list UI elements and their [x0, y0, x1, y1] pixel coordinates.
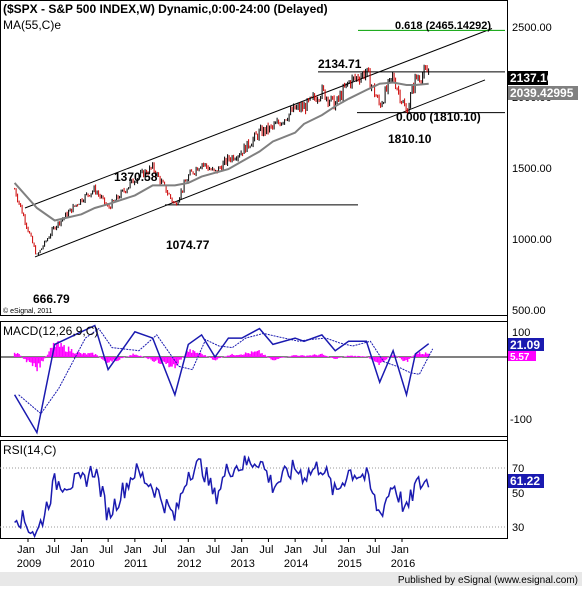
year-label: 2015: [337, 558, 361, 570]
annotation-low-2009: 666.79: [33, 292, 70, 306]
macd-tick: 100: [512, 327, 530, 339]
annotation-high: 2134.71: [318, 57, 362, 71]
price-tick: 1500.00: [512, 163, 552, 175]
macd-hist-value: 5.57: [510, 352, 530, 363]
month-label: Jul: [153, 544, 167, 556]
channel-upper-line: [24, 28, 493, 209]
price-y-axis: 2500.00 2000.00 1500.00 1000.00 500.00: [512, 22, 552, 317]
macd-signal-line: [18, 327, 434, 415]
month-label: Jul: [206, 544, 220, 556]
rsi-value-badge: [508, 474, 544, 488]
rsi-line: [14, 455, 430, 539]
month-label: Jul: [99, 544, 113, 556]
price-tick: 2500.00: [512, 22, 552, 34]
annotation-low-2015: 1810.10: [388, 132, 432, 146]
year-label: 2011: [124, 558, 148, 570]
month-label: Jul: [366, 544, 380, 556]
fib-000-label: 0.000 (1810.10): [396, 110, 481, 124]
macd-plot: [0, 324, 507, 435]
fib-618-label: 0.618 (2465.14292): [395, 20, 491, 32]
ma-legend-label: MA(55,C)e: [3, 18, 61, 32]
annotation-peak-2011: 1370.58: [114, 170, 158, 184]
month-label: Jan: [124, 544, 142, 556]
year-label: 2010: [70, 558, 94, 570]
macd-tick: -100: [510, 414, 532, 426]
ma-value-badge: [508, 86, 578, 100]
month-label: Jul: [313, 544, 327, 556]
rsi-panel: [0, 440, 508, 539]
month-label: Jan: [177, 544, 195, 556]
macd-panel: [0, 321, 508, 437]
rsi-label: RSI(14,C): [3, 443, 56, 457]
ma-value: 2039.42995: [510, 86, 574, 100]
year-label: 2016: [391, 558, 415, 570]
macd-label: MACD(12,26,9,C): [3, 324, 98, 338]
month-label: Jan: [338, 544, 356, 556]
macd-value-badge: [508, 338, 544, 351]
month-label: Jul: [46, 544, 60, 556]
price-tick: 500.00: [512, 305, 546, 317]
macd-line: [13, 324, 430, 435]
price-plot: [13, 28, 505, 258]
time-axis: Jan Jul Jan Jul Jan Jul Jan Jul Jan Jul Jan Jul Jan J…: [17, 538, 415, 570]
month-label: Jan: [231, 544, 249, 556]
rsi-plot: [0, 455, 507, 539]
year-label: 2014: [284, 558, 308, 570]
last-price-value: 2137.16: [510, 71, 554, 85]
channel-lower-line: [34, 79, 486, 258]
rsi-tick: 70: [512, 463, 524, 475]
price-panel: [0, 0, 508, 316]
footer-bar: [0, 572, 582, 586]
chart-title: ($SPX - S&P 500 INDEX,W) Dynamic,0:00-24…: [3, 2, 328, 16]
month-label: Jul: [259, 544, 273, 556]
month-label: Jan: [17, 544, 35, 556]
price-tick: 1000.00: [512, 234, 552, 246]
month-label: Jan: [71, 544, 89, 556]
year-label: 2009: [17, 558, 41, 570]
published-by: Published by eSignal (www.esignal.com): [398, 575, 578, 586]
rsi-tick: 50: [512, 488, 524, 500]
macd-hist-badge: [508, 351, 536, 361]
month-label: Jan: [391, 544, 409, 556]
ma-line: [13, 81, 429, 222]
rsi-tick: 30: [512, 522, 524, 534]
year-label: 2013: [230, 558, 254, 570]
annotation-low-2011: 1074.77: [166, 238, 210, 252]
copyright-text: © eSignal, 2011: [3, 307, 53, 315]
month-label: Jan: [284, 544, 302, 556]
macd-value: 21.09: [510, 338, 540, 352]
year-label: 2012: [177, 558, 201, 570]
last-price-badge: [508, 71, 548, 85]
rsi-value: 61.22: [510, 474, 540, 488]
